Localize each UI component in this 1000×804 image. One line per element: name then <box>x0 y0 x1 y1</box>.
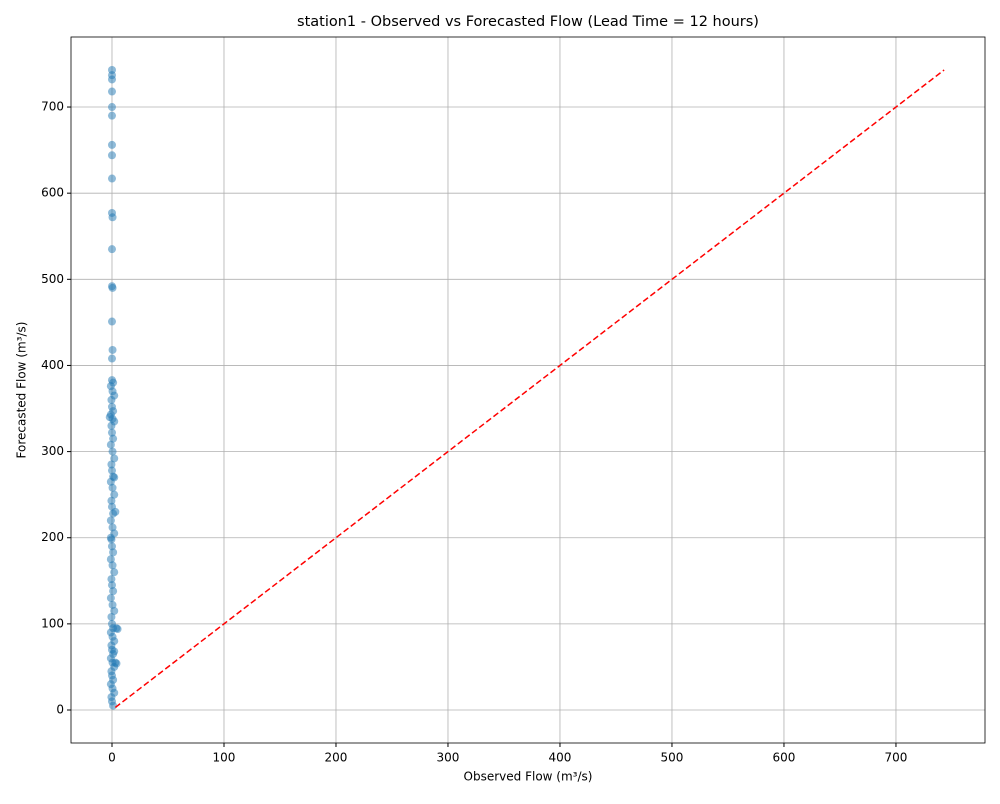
point <box>107 496 116 505</box>
point <box>107 581 116 590</box>
y-axis-label: Forecasted Flow (m³/s) <box>15 322 29 459</box>
point <box>108 600 117 609</box>
point <box>107 140 116 149</box>
point <box>113 625 122 634</box>
y-tick-label: 200 <box>41 530 64 544</box>
plot-frame <box>70 36 986 744</box>
point <box>110 606 119 615</box>
point <box>107 103 116 112</box>
point <box>107 575 116 584</box>
point <box>110 454 119 463</box>
y-tick-label: 300 <box>41 444 64 458</box>
point <box>107 542 116 551</box>
point <box>107 174 116 183</box>
point <box>106 440 115 449</box>
point <box>110 473 119 482</box>
x-tick-label: 500 <box>661 751 684 765</box>
point <box>108 561 117 570</box>
point <box>107 612 116 621</box>
point <box>110 490 119 499</box>
point <box>107 466 116 475</box>
point <box>107 460 116 469</box>
point <box>106 516 115 525</box>
point <box>106 533 115 542</box>
point <box>107 354 116 363</box>
point <box>109 434 118 443</box>
point <box>107 151 116 160</box>
point <box>108 483 117 492</box>
y-tick-label: 500 <box>41 272 64 286</box>
point <box>109 587 118 596</box>
y-tick-label: 600 <box>41 186 64 200</box>
point <box>106 555 115 564</box>
reference-line <box>114 69 945 709</box>
point <box>107 245 116 254</box>
x-tick-label: 300 <box>437 751 460 765</box>
x-tick-label: 200 <box>325 751 348 765</box>
x-axis-label: Observed Flow (m³/s) <box>464 770 593 784</box>
chart-title: station1 - Observed vs Forecasted Flow (… <box>297 14 759 30</box>
y-tick-label: 400 <box>41 358 64 372</box>
y-tick-label: 100 <box>41 616 64 630</box>
x-tick-label: 700 <box>885 751 908 765</box>
y-tick-label: 0 <box>56 703 64 717</box>
point <box>107 428 116 437</box>
y-tick-label: 700 <box>41 100 64 114</box>
x-tick-label: 100 <box>213 751 236 765</box>
point <box>110 568 119 577</box>
point <box>107 395 116 404</box>
x-tick-label: 600 <box>773 751 796 765</box>
x-tick-label: 400 <box>549 751 572 765</box>
point <box>109 548 118 557</box>
point <box>108 283 117 292</box>
point <box>109 701 118 710</box>
point <box>107 87 116 96</box>
point <box>107 317 116 326</box>
point <box>107 421 116 430</box>
point <box>107 111 116 120</box>
point <box>108 213 117 222</box>
point <box>108 523 117 532</box>
point <box>105 413 114 422</box>
point <box>106 594 115 603</box>
x-tick-label: 0 <box>108 751 116 765</box>
point <box>110 647 119 656</box>
point <box>107 75 116 84</box>
point <box>112 659 121 668</box>
point <box>108 345 117 354</box>
point <box>111 507 120 516</box>
point <box>108 447 117 456</box>
